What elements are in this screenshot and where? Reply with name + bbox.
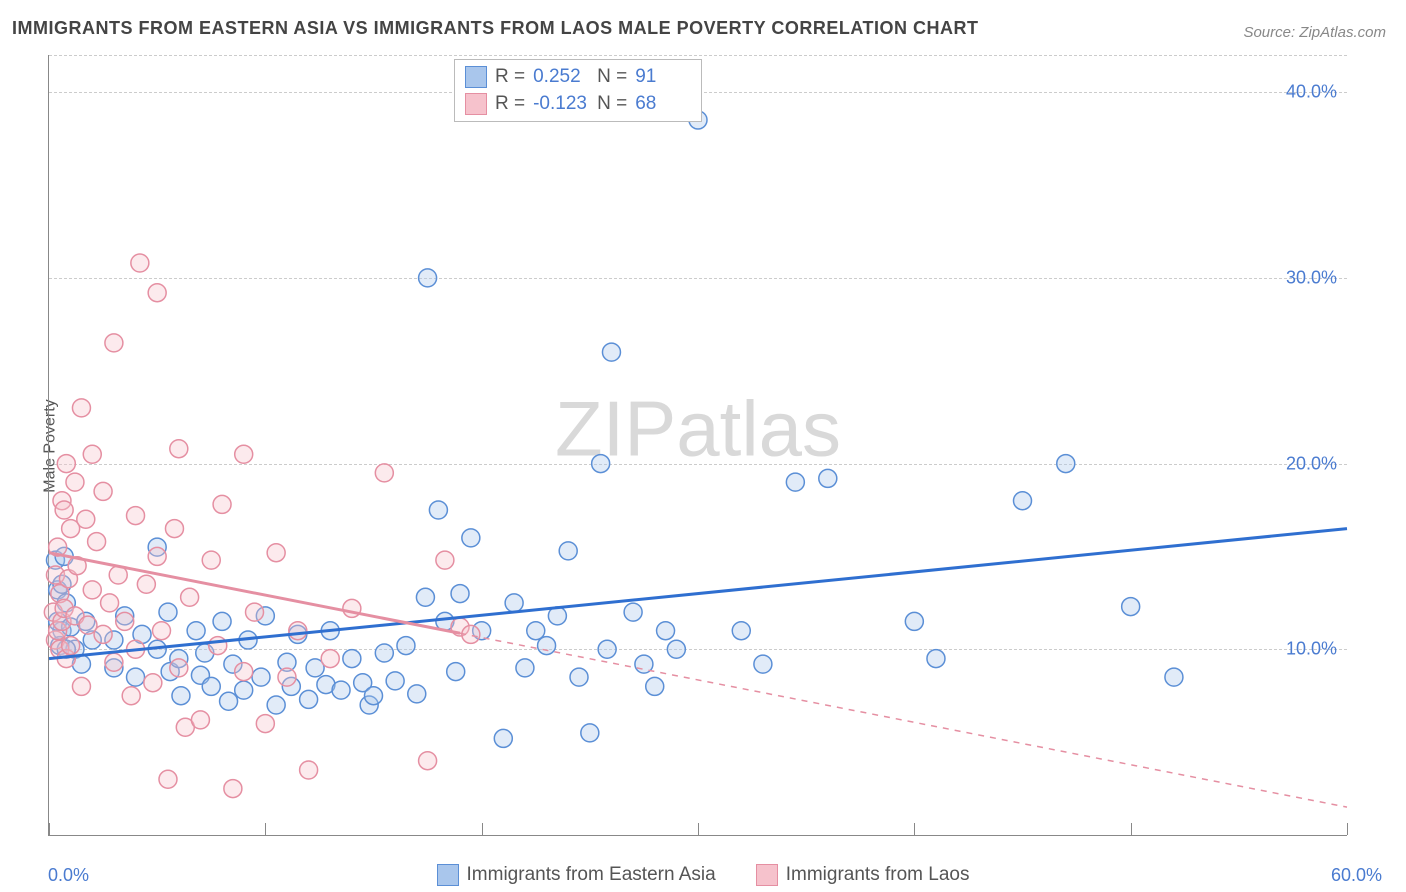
corr-row-1: R = -0.123 N = 68 — [465, 91, 691, 118]
chart-title: IMMIGRANTS FROM EASTERN ASIA VS IMMIGRAN… — [12, 18, 979, 39]
chart-container: IMMIGRANTS FROM EASTERN ASIA VS IMMIGRAN… — [0, 0, 1406, 892]
corr-n-label-0: N = — [597, 64, 627, 91]
xtick-mark — [1347, 823, 1348, 835]
corr-r-value-0: 0.252 — [533, 64, 589, 91]
plot-area: ZIPatlas 10.0%20.0%30.0%40.0% R = 0.252 … — [48, 55, 1347, 836]
corr-row-0: R = 0.252 N = 91 — [465, 64, 691, 91]
bottom-legend: Immigrants from Eastern Asia Immigrants … — [0, 864, 1406, 886]
legend-swatch-0 — [437, 864, 459, 886]
legend-label-1: Immigrants from Laos — [786, 864, 970, 886]
corr-n-label-1: N = — [597, 91, 627, 118]
legend-item-1: Immigrants from Laos — [756, 864, 970, 886]
corr-r-value-1: -0.123 — [533, 91, 589, 118]
corr-r-label-0: R = — [495, 64, 525, 91]
corr-n-value-0: 91 — [635, 64, 691, 91]
legend-label-0: Immigrants from Eastern Asia — [467, 864, 716, 886]
legend-item-0: Immigrants from Eastern Asia — [437, 864, 716, 886]
legend-swatch-1 — [756, 864, 778, 886]
correlation-box: R = 0.252 N = 91 R = -0.123 N = 68 — [454, 59, 702, 122]
corr-swatch-1 — [465, 93, 487, 115]
corr-n-value-1: 68 — [635, 91, 691, 118]
plot-svg — [49, 55, 1347, 835]
corr-swatch-0 — [465, 66, 487, 88]
source-label: Source: ZipAtlas.com — [1243, 24, 1386, 41]
corr-r-label-1: R = — [495, 91, 525, 118]
